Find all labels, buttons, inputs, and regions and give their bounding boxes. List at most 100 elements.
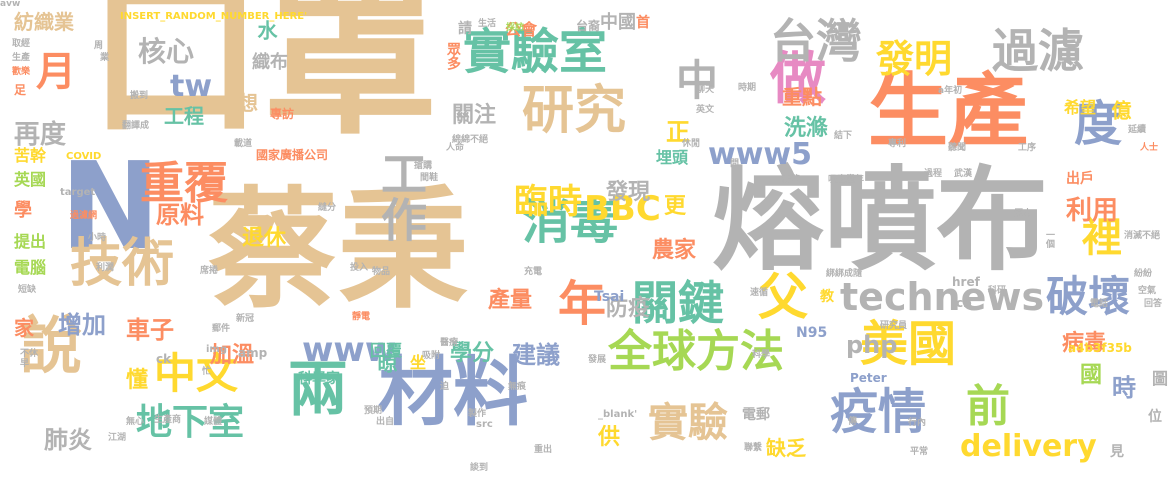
cloud-word: 行內 (908, 418, 927, 428)
cloud-word: 圖 (1149, 370, 1168, 386)
cloud-word: 加溫 (210, 343, 255, 368)
cloud-word: 技術 (70, 234, 175, 294)
cloud-word: 正 (666, 118, 690, 146)
cloud-word: 結下 (834, 131, 853, 141)
cloud-word: 迫 (440, 382, 450, 392)
cloud-word: 聽聞 (948, 143, 967, 153)
cloud-word: 談到 (470, 463, 489, 473)
cloud-word: 吸附 (422, 351, 441, 361)
cloud-word: 研究員 (880, 321, 908, 331)
cloud-word: amp (238, 346, 268, 360)
cloud-word: 延續 (1128, 125, 1147, 135)
cloud-word: 重覆 (140, 158, 228, 209)
cloud-word: 當年 (846, 175, 865, 185)
cloud-word: 取經 (12, 39, 31, 49)
cloud-word: 中 (676, 56, 719, 105)
cloud-word: 休閒 (682, 139, 701, 149)
cloud-word: 早 (20, 359, 30, 369)
cloud-word: src (476, 419, 493, 430)
cloud-word: 洗滌 (784, 116, 829, 141)
cloud-word: 國家廣播公司 (256, 148, 329, 162)
cloud-word: 台灣 (770, 14, 862, 68)
cloud-word: 重出 (534, 445, 553, 455)
cloud-word: 過濾網 (70, 211, 98, 221)
cloud-word: 醫療 (440, 338, 459, 348)
cloud-word: 生產 (868, 65, 1028, 158)
cloud-word: 口罩 (88, 0, 438, 159)
cloud-word: 科學家 (298, 371, 340, 387)
cloud-word: 間鞋 (420, 173, 439, 183)
cloud-word: 防疫 (606, 296, 651, 321)
cloud-word: 人命 (446, 143, 465, 153)
cloud-word: 科學 (752, 350, 771, 360)
cloud-word: 台裔 (576, 19, 601, 33)
cloud-word: 苦幹 (14, 146, 47, 165)
cloud-word: 載道 (234, 139, 253, 149)
cloud-word: 無心 (126, 417, 145, 427)
cloud-word: BBC (584, 189, 661, 229)
cloud-word: 媒體 (204, 417, 223, 427)
cloud-word: Peter (850, 371, 887, 385)
cloud-word: 平常 (910, 447, 929, 457)
cloud-word: 說 (20, 309, 83, 382)
cloud-word: 空氣 (1138, 286, 1157, 296)
cloud-word: 關鍵 (632, 276, 724, 330)
cloud-word: 工程 (164, 104, 204, 128)
cloud-word: 利潤 (96, 263, 115, 273)
cloud-word: _blank' (598, 409, 638, 420)
cloud-word: 裡 (1082, 215, 1122, 261)
cloud-word: 發展 (588, 355, 607, 365)
cloud-word: tw (170, 69, 213, 104)
cloud-word: 投入 (350, 263, 369, 273)
cloud-word: 電腦 (14, 258, 47, 277)
cloud-word: 出自 (376, 417, 395, 427)
cloud-word: 請 (458, 21, 472, 37)
cloud-word: 核心 (138, 35, 195, 68)
cloud-word: 義務 (782, 175, 801, 185)
cloud-word: 建議 (512, 341, 560, 369)
cloud-word: 不休 (20, 349, 39, 359)
cloud-word: href (952, 275, 980, 289)
cloud-word: 年 (558, 276, 607, 332)
cloud-word: 忙 (202, 367, 212, 377)
cloud-word: 億 (1108, 100, 1132, 120)
cloud-word: INSERT_RANDOM_NUMBER_HERE' (120, 11, 308, 22)
cloud-word: 預期 (364, 406, 383, 416)
cloud-word: 增加 (58, 311, 106, 339)
cloud-word: a4b3f35b (1068, 341, 1132, 355)
cloud-word: 教 (820, 289, 834, 305)
cloud-word: 聊天 (696, 85, 715, 95)
cloud-word: delivery (960, 429, 1097, 464)
cloud-word: 生產 (12, 53, 31, 63)
cloud-word: img (206, 344, 228, 355)
cloud-word: 熔噴布 (712, 156, 1048, 286)
cloud-word: 兩 (288, 355, 348, 425)
cloud-word: 家 (14, 316, 34, 340)
cloud-word: 原本 (1014, 209, 1033, 219)
cloud-word: 父 (758, 268, 808, 326)
cloud-word: 全球方法 (608, 326, 784, 377)
cloud-word: 一個 (1044, 230, 1054, 248)
cloud-word: 首 (636, 15, 650, 31)
cloud-word: 破壞 (1046, 272, 1131, 321)
cloud-word: COVID (66, 151, 102, 162)
cloud-word: avw (0, 0, 21, 9)
cloud-word: 坐 (410, 353, 427, 372)
cloud-word: 江湖 (108, 433, 127, 443)
cloud-word: www5 (708, 137, 813, 172)
cloud-word: 材料 (378, 348, 529, 436)
cloud-word: N95 (796, 325, 828, 341)
cloud-word: 病毒 (1062, 331, 1107, 356)
cloud-word: php (846, 331, 898, 359)
cloud-word: 利用 (1066, 196, 1119, 226)
cloud-word: 紛紛 (1134, 269, 1153, 279)
cloud-word: Tsai (594, 289, 625, 305)
cloud-word: 學分 (450, 341, 495, 366)
cloud-word: 回覆 (370, 341, 403, 360)
cloud-word: 產量 (488, 288, 533, 313)
cloud-word: 回答 (1144, 299, 1163, 309)
cloud-word: 中國 (600, 12, 636, 33)
cloud-word: 眾多 (445, 42, 461, 70)
cloud-word: 靜電 (352, 312, 371, 322)
